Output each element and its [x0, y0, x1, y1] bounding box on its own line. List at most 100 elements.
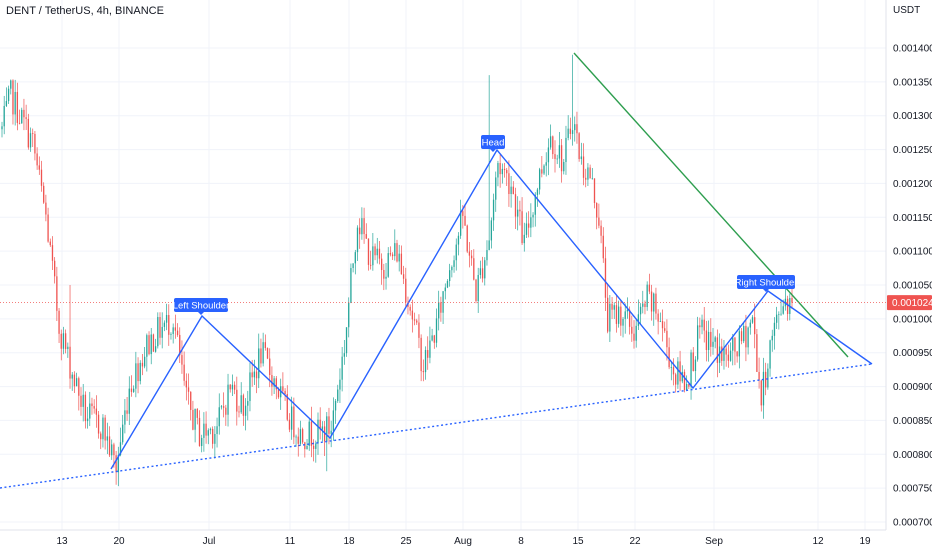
candle: [747, 326, 749, 355]
candle-body: [100, 433, 102, 440]
candle: [150, 327, 152, 365]
candle: [157, 312, 159, 349]
candle-body: [538, 169, 541, 190]
candle: [86, 406, 89, 429]
candle-body: [258, 348, 260, 379]
candle: [391, 252, 394, 261]
candle: [661, 309, 664, 342]
candle-body: [264, 342, 266, 349]
candle: [106, 422, 108, 455]
candle: [466, 224, 468, 254]
candle: [315, 440, 317, 463]
candle-body: [587, 167, 589, 180]
candle-body: [398, 253, 400, 262]
candle: [495, 171, 497, 212]
price-tick-label: 0.000700: [893, 518, 932, 529]
candle-body: [282, 386, 284, 391]
candle: [422, 359, 424, 382]
candle: [216, 417, 218, 448]
candle: [286, 385, 288, 422]
candle: [225, 404, 227, 426]
candle: [78, 376, 80, 411]
candle: [675, 372, 677, 393]
candle: [642, 290, 644, 314]
candle-body: [330, 430, 332, 434]
candle: [54, 257, 56, 284]
candle: [47, 207, 49, 243]
candle: [67, 342, 69, 358]
candle-body: [637, 314, 640, 326]
candle: [187, 373, 190, 405]
candle-body: [157, 317, 159, 347]
candle-body: [51, 245, 54, 261]
candle-body: [534, 194, 536, 215]
price-axis[interactable]: 0.001400 0.001350 0.001300 0.001250 0.001200…: [893, 44, 932, 529]
candle: [637, 299, 640, 331]
candle: [205, 411, 207, 444]
candle: [201, 434, 203, 453]
candle-body: [543, 165, 545, 174]
candle: [389, 246, 392, 257]
pattern-label-text: Left Shoulder: [173, 300, 230, 311]
candle: [569, 117, 572, 140]
time-axis[interactable]: 13 20 Jul 11 18 25 Aug 8 15 22 Sep 12 19: [0, 529, 886, 547]
candle: [330, 420, 332, 448]
candle: [563, 158, 565, 175]
candle-body: [312, 445, 315, 449]
candle-body: [569, 128, 572, 134]
candle: [604, 246, 607, 312]
candle-body: [293, 406, 295, 438]
candle-body: [712, 341, 714, 347]
candle: [32, 128, 34, 147]
price-tick-label: 0.000750: [893, 484, 932, 495]
candle-body: [721, 346, 723, 361]
candle: [477, 267, 479, 313]
candle-body: [705, 330, 708, 351]
time-tick-label: 20: [113, 536, 125, 547]
candle-body: [75, 378, 78, 387]
candle-body: [427, 350, 429, 358]
candle: [591, 167, 593, 180]
time-tick-label: Aug: [454, 536, 472, 547]
candle-body: [681, 371, 683, 382]
candle-body: [143, 356, 146, 367]
candle: [291, 396, 293, 440]
time-tick-label: 19: [859, 536, 871, 547]
candle: [517, 196, 519, 231]
candle: [196, 408, 198, 425]
candle-body: [321, 426, 324, 430]
candle: [593, 178, 596, 209]
candle-body: [356, 227, 359, 253]
candle: [740, 327, 743, 345]
candle-body: [631, 326, 633, 334]
candle-body: [650, 291, 653, 312]
candle: [499, 154, 501, 188]
candle-body: [119, 442, 122, 456]
candle-body: [168, 314, 170, 335]
candle-body: [536, 189, 539, 195]
candle: [545, 152, 547, 177]
candle: [552, 135, 554, 159]
candle: [394, 229, 396, 261]
candle-body: [337, 389, 339, 401]
candle-body: [602, 235, 604, 259]
candle-body: [339, 379, 341, 390]
candle-body: [23, 109, 25, 118]
candle-body: [613, 305, 615, 310]
candle: [334, 398, 337, 424]
candle: [721, 338, 723, 366]
candle: [646, 281, 648, 311]
candle: [376, 237, 378, 264]
candle: [122, 414, 124, 445]
candle: [380, 253, 383, 285]
candle: [231, 374, 234, 397]
candle-body: [716, 337, 719, 363]
candle-body: [780, 313, 782, 315]
candle: [754, 303, 756, 349]
candle: [416, 318, 418, 325]
candle-body: [648, 284, 651, 292]
candle: [707, 320, 710, 362]
candle-body: [501, 168, 503, 175]
